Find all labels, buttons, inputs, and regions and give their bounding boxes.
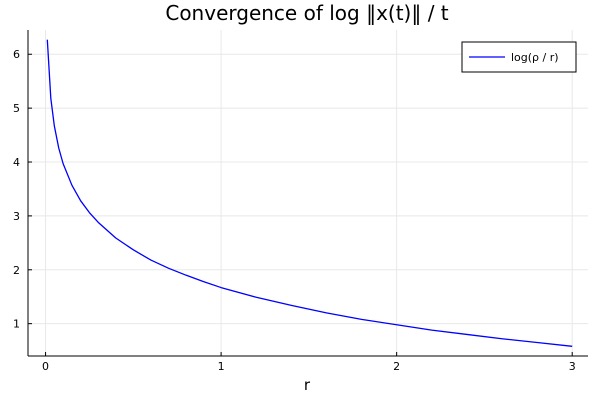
axes	[27, 30, 588, 357]
y-tick-label: 4	[13, 156, 20, 169]
y-tick-label: 6	[13, 48, 20, 61]
series-line	[46, 39, 573, 347]
x-axis-label: r	[304, 376, 311, 394]
y-tick-label: 2	[13, 264, 20, 277]
legend: log(ρ / r)	[461, 41, 577, 73]
y-tick-label: 3	[13, 210, 20, 223]
x-tick-label: 1	[218, 360, 225, 373]
x-tick-label: 2	[393, 360, 400, 373]
chart-title: Convergence of log ‖x(t)‖ / t	[165, 1, 448, 25]
x-ticks: 0 1 2 3	[42, 352, 576, 373]
y-ticks: 1 2 3 4 5 6	[13, 48, 32, 331]
grid	[28, 30, 588, 356]
x-tick-label: 0	[42, 360, 49, 373]
y-tick-label: 5	[13, 102, 20, 115]
series-layer	[46, 39, 573, 347]
x-tick-label: 3	[569, 360, 576, 373]
y-tick-label: 1	[13, 318, 20, 331]
legend-label: log(ρ / r)	[511, 51, 559, 64]
